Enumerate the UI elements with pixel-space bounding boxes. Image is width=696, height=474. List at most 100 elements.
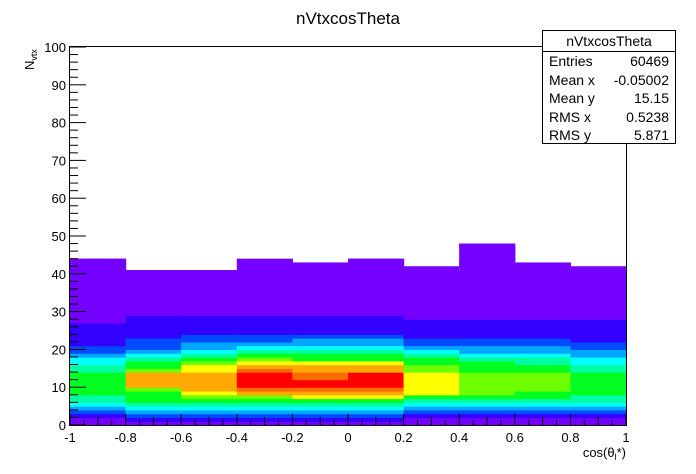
heatmap-cell (70, 300, 127, 305)
heatmap-cell (403, 379, 460, 385)
heatmap-cell (570, 322, 627, 328)
heatmap-cell (181, 406, 238, 411)
heatmap-cell (348, 322, 405, 328)
heatmap-cell (70, 285, 127, 290)
heatmap-cell (348, 402, 405, 407)
heatmap-cell (514, 311, 571, 316)
heatmap-cell (403, 300, 460, 305)
heatmap-cell (403, 307, 460, 313)
heatmap-cell (403, 334, 460, 339)
heatmap-cell (570, 281, 627, 286)
heatmap-cell (403, 292, 460, 298)
heatmap-cell (125, 285, 182, 290)
stats-row: RMS x 0.5238 (543, 108, 675, 127)
stats-label: RMS y (549, 127, 591, 144)
heatmap-cell (459, 364, 516, 369)
heatmap-cell (125, 364, 182, 369)
heatmap-cell (514, 326, 571, 332)
y-tick-label: 80 (52, 116, 66, 131)
heatmap-cell (459, 315, 516, 320)
heatmap-cell (459, 266, 516, 271)
heatmap-cell (70, 375, 127, 381)
heatmap-cell (292, 364, 349, 369)
heatmap-cell (181, 368, 238, 373)
heatmap-cell (125, 353, 182, 358)
heatmap-cell (70, 353, 127, 358)
heatmap-cell (570, 368, 627, 373)
x-tick-label: 0 (344, 430, 351, 445)
heatmap-cell (348, 372, 405, 377)
heatmap-cell (236, 383, 293, 388)
heatmap-cell (459, 277, 516, 282)
heatmap-cell (292, 300, 349, 305)
heatmap-cell (570, 300, 627, 305)
heatmap-cell (70, 345, 127, 350)
heatmap-cell (125, 349, 182, 354)
heatmap-cell (348, 288, 405, 294)
heatmap-cell (125, 300, 182, 305)
heatmap-cell (292, 315, 349, 320)
heatmap-cell (292, 341, 349, 347)
heatmap-cell (348, 311, 405, 316)
heatmap-cell (403, 349, 460, 354)
heatmap-cell (236, 406, 293, 411)
heatmap-cell (348, 345, 405, 350)
heatmap-cell (514, 387, 571, 392)
heatmap-cell (403, 368, 460, 373)
heatmap-cell (70, 315, 127, 320)
heatmap-cell (236, 307, 293, 313)
heatmap-cell (236, 300, 293, 305)
heatmap-cell (403, 330, 460, 335)
heatmap-cell (292, 330, 349, 335)
heatmap-cell (236, 292, 293, 298)
heatmap-cell (514, 330, 571, 335)
heatmap-cell (570, 383, 627, 388)
heatmap-cell (236, 266, 293, 271)
heatmap-cell (403, 285, 460, 290)
heatmap-cell (292, 390, 349, 396)
heatmap-cell (292, 379, 349, 385)
y-tick-label: 50 (52, 229, 66, 244)
heatmap-cell (570, 364, 627, 369)
heatmap-cell (236, 345, 293, 350)
heatmap-cell (459, 247, 516, 252)
heatmap-cell (292, 372, 349, 377)
heatmap-cell (70, 266, 127, 271)
heatmap-cell (292, 360, 349, 366)
heatmap-cell (125, 379, 182, 385)
heatmap-cell (348, 338, 405, 343)
heatmap-cell (292, 338, 349, 343)
heatmap-cell (459, 360, 516, 366)
heatmap-cell (514, 368, 571, 373)
y-tick-label: 20 (52, 342, 66, 357)
heatmap-cell (70, 402, 127, 407)
heatmap-cell (125, 406, 182, 411)
y-axis: 0 10 20 30 40 50 60 70 80 90 100 (44, 40, 86, 433)
heatmap-cell (292, 296, 349, 301)
heatmap-cell (514, 413, 571, 419)
heatmap-cell (459, 390, 516, 396)
heatmap-cell (348, 349, 405, 354)
heatmap-cell (459, 330, 516, 335)
heatmap-cell (459, 368, 516, 373)
heatmap-cell (570, 326, 627, 332)
heatmap-cell (514, 262, 571, 267)
heatmap-cell (181, 307, 238, 313)
heatmap-cell (125, 307, 182, 313)
heatmap-cell (70, 281, 127, 286)
heatmap-cell (181, 356, 238, 362)
heatmap-cell (236, 402, 293, 407)
heatmap-cell (70, 338, 127, 343)
heatmap-cell (348, 368, 405, 373)
heatmap-cell (403, 338, 460, 343)
heatmap-cell (514, 296, 571, 301)
heatmap-cell (348, 375, 405, 381)
heatmap-cell (70, 330, 127, 335)
heatmap-cell (292, 375, 349, 381)
heatmap-cell (348, 356, 405, 362)
stats-row: Mean x -0.05002 (543, 71, 675, 90)
y-tick-label: 70 (52, 153, 66, 168)
heatmap-cell (292, 326, 349, 332)
heatmap-cell (459, 334, 516, 339)
